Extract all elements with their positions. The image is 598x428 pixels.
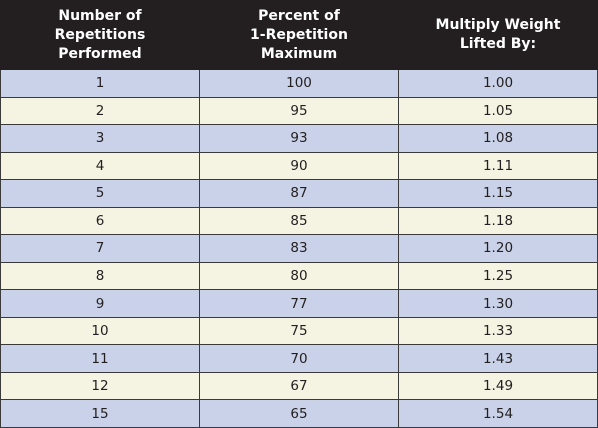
table-cell: 70 [199,344,399,373]
table-cell: 5 [0,179,200,208]
table-cell: 1.15 [398,179,598,208]
table-row: 10 75 1.33 [0,316,598,346]
table-cell: 1.49 [398,371,598,401]
table-body: 1 100 1.00 2 95 1.05 3 93 1.08 4 90 1.11 5 87 1.15 6 85 1… [0,69,598,428]
table-cell: 10 [0,316,200,346]
table-cell: 1.30 [398,289,598,318]
table-cell: 87 [199,179,399,208]
table-row: 2 95 1.05 [0,96,598,126]
table-cell: 12 [0,371,200,401]
table-row: 4 90 1.11 [0,151,598,181]
header-text: Lifted By: [459,36,537,52]
header-row: Number of Repetitions Performed Percent of 1… [0,0,598,70]
table-cell: 65 [199,399,399,428]
header-text: Number of [58,7,142,24]
table-cell: 3 [0,124,200,153]
header-cell: Number of Repetitions Performed [0,0,200,70]
table-cell: 90 [199,151,399,181]
table-cell: 2 [0,96,200,126]
table-cell: 1.20 [398,234,598,263]
table-row: 7 83 1.20 [0,234,598,263]
table-cell: 6 [0,206,200,236]
table-cell: 67 [199,371,399,401]
table-cell: 1.33 [398,316,598,346]
table-row: 11 70 1.43 [0,344,598,373]
table-row: 3 93 1.08 [0,124,598,153]
header-cell: Percent of 1-Repetition Maximum [199,0,399,70]
table-cell: 11 [0,344,200,373]
table-cell: 8 [0,261,200,291]
table-row: 5 87 1.15 [0,179,598,208]
header-text: Performed [58,45,142,62]
table-row: 6 85 1.18 [0,206,598,236]
table-cell: 75 [199,316,399,346]
table-cell: 9 [0,289,200,318]
table-row: 8 80 1.25 [0,261,598,291]
table-row: 15 65 1.54 [0,399,598,428]
table-cell: 1 [0,69,200,98]
header-text: Multiply Weight [435,17,561,33]
table-cell: 1.11 [398,151,598,181]
table-cell: 7 [0,234,200,263]
table-cell: 93 [199,124,399,153]
table-cell: 4 [0,151,200,181]
table-row: 1 100 1.00 [0,69,598,98]
table-cell: 77 [199,289,399,318]
table-row: 9 77 1.30 [0,289,598,318]
header-text: Maximum [260,45,338,62]
table-cell: 83 [199,234,399,263]
table-cell: 1.05 [398,96,598,126]
header-text: Percent of [258,7,340,24]
table-cell: 1.54 [398,399,598,428]
table-cell: 1.08 [398,124,598,153]
table-cell: 80 [199,261,399,291]
table-header: Number of Repetitions Performed Percent of 1… [0,0,598,70]
table-cell: 1.00 [398,69,598,98]
table-cell: 85 [199,206,399,236]
header-text: 1-Repetition [250,26,348,43]
table-cell: 1.43 [398,344,598,373]
table-row: 12 67 1.49 [0,371,598,401]
header-text: Repetitions [54,26,146,43]
table-cell: 15 [0,399,200,428]
table-cell: 95 [199,96,399,126]
table-cell: 100 [199,69,399,98]
table-cell: 1.18 [398,206,598,236]
table-cell: 1.25 [398,261,598,291]
header-cell: Multiply Weight Lifted By: [398,0,598,70]
